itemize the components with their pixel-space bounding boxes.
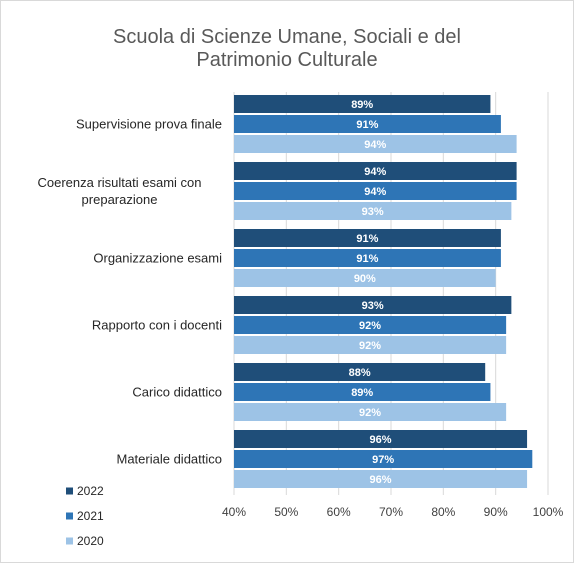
y-tick-label: Supervisione prova finale	[76, 116, 222, 132]
data-label: 93%	[362, 206, 384, 218]
bar	[234, 363, 486, 381]
data-label: 94%	[364, 139, 386, 151]
bar	[234, 430, 528, 448]
bar	[234, 162, 517, 180]
data-label: 89%	[351, 99, 373, 111]
data-label: 91%	[356, 233, 378, 245]
legend-label: 2020	[77, 534, 104, 548]
bar	[234, 296, 512, 314]
data-label: 96%	[370, 474, 392, 486]
bar	[234, 95, 491, 113]
data-label: 92%	[359, 407, 381, 419]
data-label: 90%	[354, 273, 376, 285]
chart-title: Scuola di Scienze Umane, Sociali e del P…	[113, 26, 461, 71]
bar	[234, 229, 501, 247]
x-tick-label: 80%	[431, 505, 455, 519]
bar	[234, 336, 507, 354]
legend-label: 2021	[77, 509, 104, 523]
x-tick-label: 100%	[533, 505, 564, 519]
data-label: 92%	[359, 320, 381, 332]
bar	[234, 182, 517, 200]
y-tick-label: Organizzazione esami	[93, 250, 222, 266]
x-tick-label: 50%	[274, 505, 298, 519]
x-tick-label: 60%	[327, 505, 351, 519]
bar	[234, 450, 533, 468]
y-tick-label: Coerenza risultati esami con preparazion…	[37, 175, 202, 207]
bar	[234, 316, 507, 334]
legend-swatch	[66, 537, 73, 545]
bar	[234, 269, 496, 287]
y-tick-label: Rapporto con i docenti	[91, 317, 222, 333]
bar	[234, 202, 512, 220]
bar	[234, 470, 528, 488]
legend-swatch	[66, 487, 73, 495]
data-label: 94%	[364, 186, 386, 198]
data-label: 89%	[351, 387, 373, 399]
y-tick-label: Materiale didattico	[116, 451, 223, 467]
data-label: 94%	[364, 166, 386, 178]
data-label: 97%	[372, 454, 394, 466]
x-tick-label: 40%	[222, 505, 246, 519]
data-label: 91%	[356, 253, 378, 265]
x-tick-label: 70%	[379, 505, 403, 519]
bar	[234, 135, 517, 153]
data-label: 88%	[349, 367, 371, 379]
data-label: 92%	[359, 340, 381, 352]
data-label: 96%	[370, 434, 392, 446]
legend-label: 2022	[77, 484, 104, 498]
data-label: 91%	[356, 119, 378, 131]
data-label: 93%	[362, 300, 384, 312]
bar	[234, 383, 491, 401]
bar	[234, 403, 507, 421]
x-tick-label: 90%	[484, 505, 508, 519]
legend-swatch	[66, 512, 73, 520]
bar	[234, 115, 501, 133]
y-tick-label: Carico didattico	[132, 384, 222, 400]
bar	[234, 249, 501, 267]
